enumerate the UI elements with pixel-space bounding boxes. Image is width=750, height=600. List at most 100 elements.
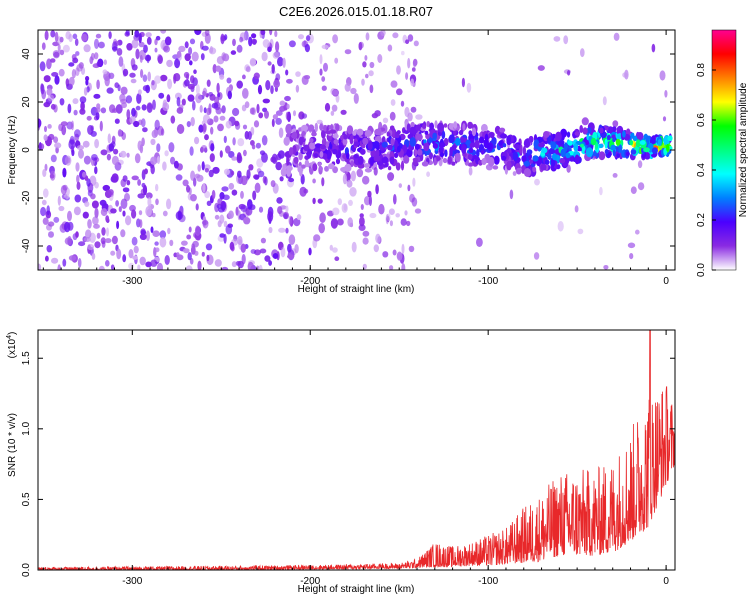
heatmap-cell: [190, 245, 196, 255]
heatmap-cell: [213, 115, 219, 123]
heatmap-cell: [124, 193, 130, 202]
heatmap-cell: [228, 151, 235, 158]
heatmap-cell: [131, 39, 139, 49]
heatmap-cell: [256, 103, 260, 114]
heatmap-cell: [156, 143, 161, 153]
heatmap-cell: [75, 162, 80, 172]
heatmap-cell: [264, 255, 271, 262]
heatmap-cell: [468, 166, 473, 176]
heatmap-cell: [110, 141, 116, 148]
heatmap-cell: [389, 220, 393, 227]
heatmap-cell: [58, 123, 64, 132]
heatmap-cell: [41, 89, 47, 100]
heatmap-cell: [110, 208, 117, 214]
heatmap-cell: [142, 184, 148, 196]
heatmap-cell: [286, 133, 291, 138]
heatmap-cell: [46, 88, 53, 96]
heatmap-cell: [154, 241, 159, 246]
heatmap-cell: [362, 237, 369, 245]
heatmap-cell: [203, 107, 207, 114]
heatmap-cell: [537, 65, 545, 71]
heatmap-cell: [645, 135, 650, 145]
heatmap-cell: [67, 221, 74, 231]
heatmap-cell: [205, 243, 213, 251]
heatmap-cell: [410, 106, 417, 113]
heatmap-cell: [257, 84, 263, 95]
heatmap-cell: [105, 215, 110, 223]
heatmap-cell: [68, 76, 75, 86]
heatmap-cell: [387, 144, 393, 151]
heatmap-cell: [378, 203, 385, 215]
heatmap-cell: [257, 170, 265, 178]
heatmap-cell: [43, 75, 51, 83]
heatmap-cell: [639, 140, 646, 145]
heatmap-cell: [50, 103, 56, 110]
heatmap-cell: [54, 142, 62, 149]
heatmap-cell: [154, 247, 160, 253]
heatmap-cell: [100, 208, 108, 217]
heatmap-cell: [521, 155, 527, 163]
heatmap-cell: [67, 103, 72, 114]
heatmap-cell: [415, 114, 423, 120]
heatmap-cell: [162, 102, 170, 112]
heatmap-cell: [604, 148, 609, 155]
heatmap-cell: [270, 85, 274, 95]
heatmap-cell: [488, 132, 495, 138]
heatmap-cell: [85, 79, 89, 86]
heatmap-cell: [46, 245, 53, 253]
heatmap-cell: [47, 94, 55, 102]
heatmap-cell: [200, 53, 205, 61]
heatmap-cell: [194, 30, 202, 36]
heatmap-cell: [45, 255, 49, 262]
heatmap-cell: [349, 134, 354, 145]
colorbar-tick-label: 0.6: [696, 113, 707, 127]
y-tick-label: 0: [21, 147, 32, 153]
heatmap-cell: [487, 143, 492, 149]
heatmap-cell: [116, 248, 122, 260]
heatmap-cell: [373, 155, 381, 162]
heatmap-cell: [250, 249, 257, 254]
heatmap-cell: [176, 252, 180, 257]
heatmap-cell: [94, 166, 98, 175]
heatmap-cell: [333, 139, 339, 145]
heatmap-cell: [181, 98, 186, 106]
heatmap-cell: [133, 245, 139, 254]
heatmap-cell: [236, 80, 243, 89]
heatmap-cell: [46, 58, 52, 70]
heatmap-cell: [406, 123, 411, 132]
heatmap-cell: [319, 212, 326, 223]
heatmap-cell: [208, 169, 214, 178]
heatmap-cell: [201, 251, 205, 257]
heatmap-cell: [298, 152, 303, 161]
heatmap-cell: [145, 32, 152, 38]
heatmap-cell: [608, 126, 613, 134]
heatmap-cell: [429, 152, 433, 160]
heatmap-cell: [472, 154, 478, 160]
heatmap-cell: [541, 147, 548, 154]
heatmap-cell: [260, 237, 266, 244]
heatmap-cell: [282, 57, 286, 68]
heatmap-cell: [396, 251, 403, 261]
heatmap-cell: [93, 93, 101, 99]
heatmap-cell: [151, 212, 156, 218]
snr-xlabel: Height of straight line (km): [298, 584, 415, 595]
heatmap-cell: [187, 83, 195, 90]
heatmap-cell: [154, 47, 158, 53]
heatmap-cell: [346, 125, 354, 135]
heatmap-cell: [204, 33, 211, 44]
heatmap-cell: [275, 117, 282, 125]
heatmap-cell: [252, 190, 257, 201]
heatmap-cell: [629, 139, 634, 146]
heatmap-cell: [337, 218, 344, 226]
heatmap-cell: [276, 197, 283, 204]
heatmap-cell: [359, 213, 364, 218]
heatmap-cell: [286, 78, 293, 84]
heatmap-cell: [400, 160, 405, 171]
heatmap-cell: [306, 149, 312, 159]
heatmap-cell: [526, 149, 533, 155]
snr-series-path: [38, 330, 675, 570]
heatmap-cell: [68, 139, 76, 150]
heatmap-cell: [240, 175, 248, 186]
heatmap-cell: [146, 102, 153, 114]
heatmap-cell: [59, 49, 65, 56]
